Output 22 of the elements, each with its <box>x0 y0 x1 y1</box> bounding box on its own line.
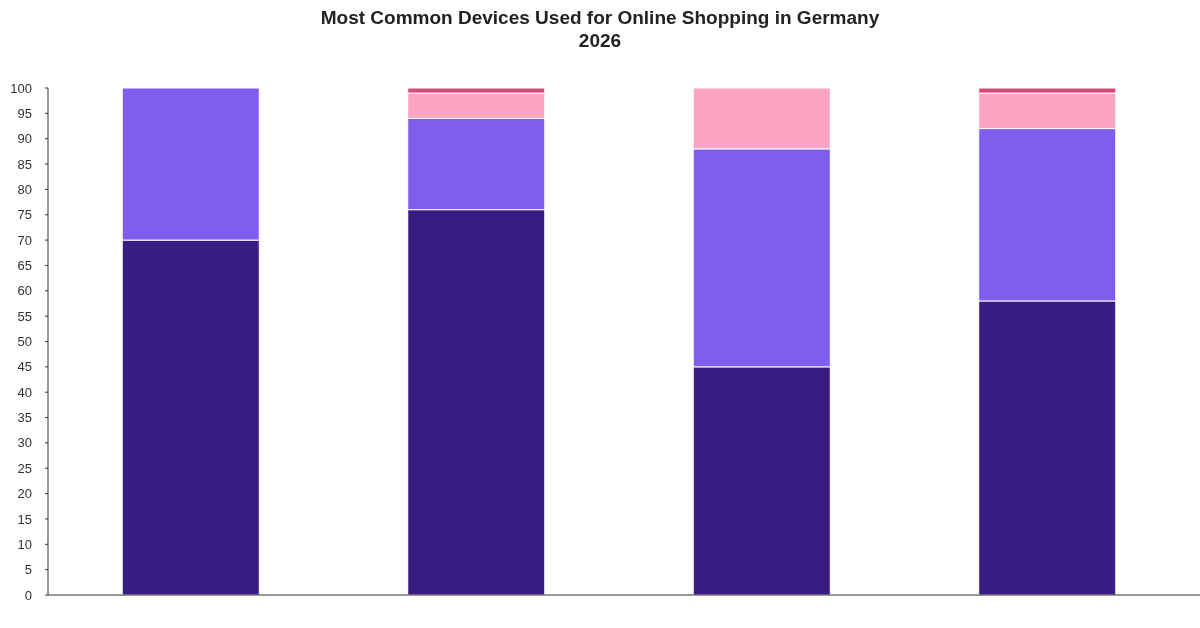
y-tick-label: 85 <box>17 156 32 172</box>
y-tick-label: 25 <box>17 460 32 476</box>
y-tick-label: 90 <box>17 131 32 147</box>
y-tick-label: 10 <box>17 536 32 552</box>
y-tick-label: 40 <box>17 384 32 400</box>
y-tick-label: 30 <box>17 435 32 451</box>
y-tick-label: 95 <box>17 105 32 121</box>
y-tick-label: 65 <box>17 258 32 273</box>
y-tick-label: 55 <box>17 308 32 324</box>
y-tick-label: 80 <box>17 181 32 197</box>
y-tick-label: 75 <box>17 207 32 223</box>
chart-title: Most Common Devices Used for Online Shopping in Germany 2026 <box>320 7 880 51</box>
y-tick-label: 100 <box>10 80 32 96</box>
y-tick-label: 50 <box>17 334 32 350</box>
y-tick-label: 35 <box>17 410 32 426</box>
y-tick-label: 5 <box>24 562 32 578</box>
y-tick-label: 0 <box>24 587 32 603</box>
y-tick-label: 45 <box>17 359 32 375</box>
y-tick-label: 15 <box>17 511 32 527</box>
y-tick-label: 60 <box>17 283 32 299</box>
y-tick-label: 70 <box>17 232 32 248</box>
y-tick-label: 20 <box>17 486 32 502</box>
